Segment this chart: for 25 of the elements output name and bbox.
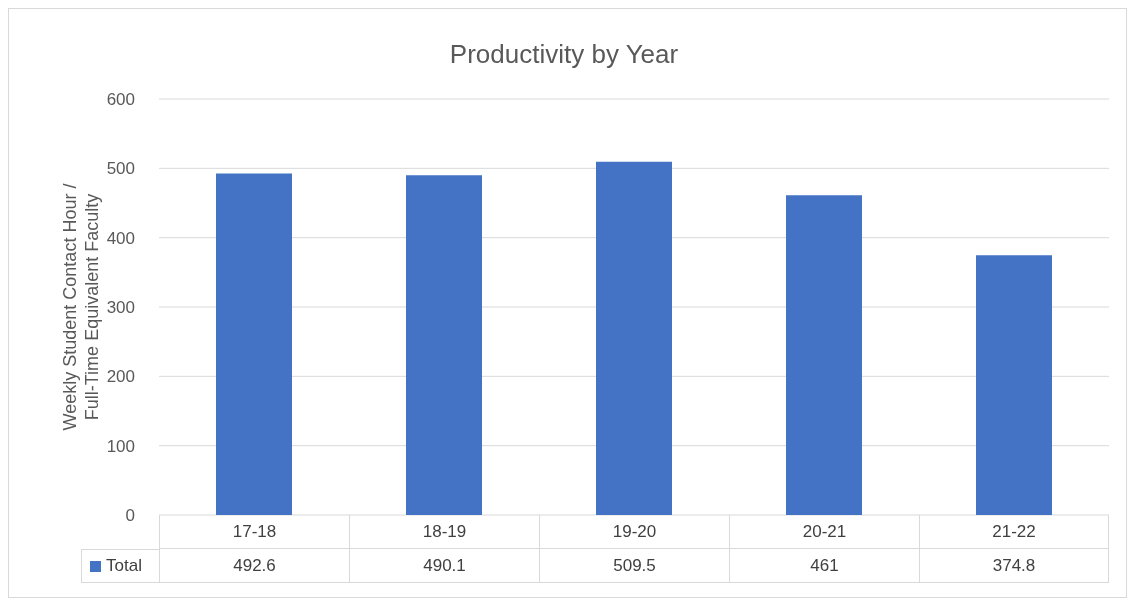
chart-title: Productivity by Year	[448, 39, 680, 70]
x-tick-label: 17-18	[159, 515, 349, 549]
legend-label: Total	[106, 556, 142, 576]
x-tick-label: 21-22	[919, 515, 1109, 549]
x-tick-label: 19-20	[539, 515, 729, 549]
data-label: 492.6	[159, 549, 349, 583]
y-axis-title: Weekly Student Contact Hour / Full-Time Equivalent Faculty	[60, 183, 102, 431]
data-label: 461	[729, 549, 919, 583]
y-tick-label: 0	[125, 506, 135, 526]
y-tick-label: 600	[106, 90, 135, 110]
y-tick-label: 500	[106, 159, 135, 179]
bar	[406, 175, 482, 515]
y-tick-label: 100	[106, 436, 135, 456]
y-tick-label: 200	[106, 367, 135, 387]
x-tick-label: 20-21	[729, 515, 919, 549]
bar	[786, 195, 862, 515]
data-label: 509.5	[539, 549, 729, 583]
bar	[596, 161, 672, 515]
data-label: 374.8	[919, 549, 1109, 583]
x-tick-label: 18-19	[349, 515, 539, 549]
data-label: 490.1	[349, 549, 539, 583]
y-tick-label: 400	[106, 228, 135, 248]
y-tick-label: 300	[106, 298, 135, 318]
bar	[976, 255, 1052, 515]
bar	[216, 173, 292, 515]
